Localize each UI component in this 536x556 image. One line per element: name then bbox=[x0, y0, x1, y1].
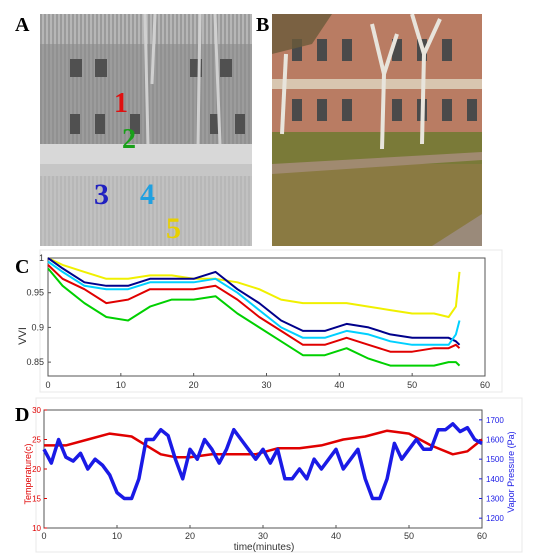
temp-ytick-label: 30 bbox=[32, 406, 41, 415]
vvi-series-line-2 bbox=[47, 257, 461, 346]
thermal-marker-3: 3 bbox=[94, 178, 109, 211]
panel-d-label: D bbox=[15, 404, 30, 426]
temp-ytick-label: 10 bbox=[32, 524, 41, 533]
temperature-ylabel: Temperature(c) bbox=[23, 443, 33, 504]
vvi-chart: VVI 0 10 20 30 40 50 60 0.85 0.9 0.95 1 bbox=[17, 249, 503, 393]
thermal-marker-2: 2 bbox=[122, 124, 136, 155]
campus-photo bbox=[272, 14, 482, 246]
temp-xtick-label: 0 bbox=[41, 531, 46, 541]
thermal-marker-1: 1 bbox=[114, 88, 128, 119]
vvi-xtick-label: 10 bbox=[116, 380, 126, 390]
vapor-ytick-label: 1700 bbox=[486, 416, 504, 425]
vapor-ytick-label: 1200 bbox=[486, 514, 504, 523]
vvi-series-line-1 bbox=[47, 257, 461, 318]
time-xlabel: time(minutes) bbox=[234, 542, 295, 553]
vapor-ytick-label: 1600 bbox=[486, 436, 504, 445]
vapor-ytick-label: 1500 bbox=[486, 455, 504, 464]
temp-ytick-label: 20 bbox=[32, 465, 41, 474]
vvi-xtick-label: 50 bbox=[407, 380, 417, 390]
temp-vapor-chart: Temperature(c) Vapor Pressure (Pa) time(… bbox=[23, 397, 523, 553]
thermal-marker-4: 4 bbox=[140, 178, 155, 211]
thermal-image-graphic bbox=[40, 14, 252, 246]
vapor-pressure-line bbox=[42, 422, 483, 501]
vvi-series-line-4 bbox=[47, 264, 461, 353]
temp-xtick-label: 30 bbox=[258, 531, 268, 541]
temp-xtick-label: 20 bbox=[185, 531, 195, 541]
temp-xtick-label: 50 bbox=[404, 531, 414, 541]
vvi-xtick-label: 40 bbox=[334, 380, 344, 390]
vapor-ytick-label: 1400 bbox=[486, 475, 504, 484]
thermal-marker-5: 5 bbox=[166, 212, 181, 245]
vapor-pressure-ylabel: Vapor Pressure (Pa) bbox=[506, 431, 516, 512]
vvi-ytick-label: 1 bbox=[39, 253, 44, 263]
panel-a-label: A bbox=[15, 14, 30, 36]
campus-photo-graphic bbox=[272, 14, 482, 246]
vvi-ylabel: VVI bbox=[17, 327, 29, 345]
temperature-line bbox=[44, 429, 483, 459]
temp-xtick-label: 40 bbox=[331, 531, 341, 541]
temp-xtick-label: 60 bbox=[477, 531, 487, 541]
vvi-ytick-label: 0.95 bbox=[26, 288, 44, 298]
temp-ytick-label: 15 bbox=[32, 495, 41, 504]
vapor-ytick-label: 1300 bbox=[486, 495, 504, 504]
vvi-series-line-5 bbox=[47, 267, 461, 367]
vvi-series-line-3 bbox=[47, 260, 461, 346]
thermal-image bbox=[40, 14, 252, 246]
panel-b-label: B bbox=[256, 14, 270, 36]
vvi-xtick-label: 30 bbox=[261, 380, 271, 390]
vvi-ytick-label: 0.85 bbox=[26, 357, 44, 367]
vvi-xtick-label: 20 bbox=[189, 380, 199, 390]
temp-xtick-label: 10 bbox=[112, 531, 122, 541]
vvi-ytick-label: 0.9 bbox=[31, 322, 44, 332]
temp-ytick-label: 25 bbox=[32, 436, 41, 445]
panel-c-label: C bbox=[15, 256, 30, 278]
vvi-xtick-label: 60 bbox=[480, 380, 490, 390]
vvi-xtick-label: 0 bbox=[45, 380, 50, 390]
